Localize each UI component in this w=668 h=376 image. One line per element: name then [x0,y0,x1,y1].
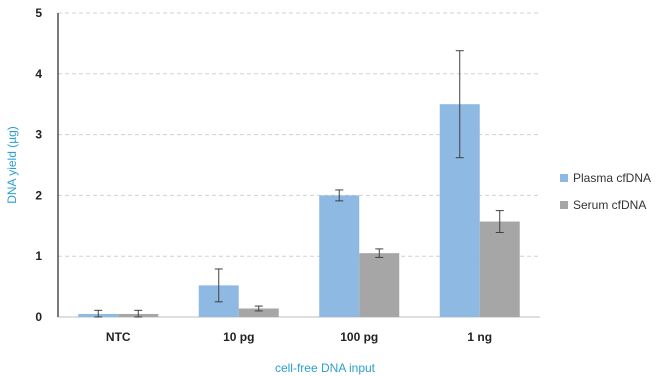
error-bar [94,309,103,318]
error-bar [254,305,263,312]
x-axis-ticks: NTC 10 pg 100 pg 1 ng [106,330,492,344]
error-bar [495,210,504,233]
error-bar [335,189,344,202]
y-axis-ticks: 0 1 2 3 4 5 [35,6,42,324]
y-tick-label: 0 [35,310,42,324]
legend-item: Serum cfDNA [560,198,646,212]
legend-label: Serum cfDNA [573,198,646,212]
y-tick-label: 5 [35,6,42,20]
bar-serum-cfdna-2 [359,253,400,317]
bar-serum-cfdna-1 [238,308,279,317]
error-bar [455,50,464,159]
error-bar [134,309,143,318]
x-tick-label: 1 ng [467,330,492,344]
error-bar [375,248,384,258]
x-tick-label: 10 pg [223,330,254,344]
bars [78,50,520,318]
legend-swatch [560,174,568,182]
bar-serum-cfdna-3 [479,221,520,317]
y-tick-label: 2 [35,188,42,202]
bar-plasma-cfdna-2 [319,195,360,317]
y-tick-label: 1 [35,249,42,263]
legend: Plasma cfDNA Serum cfDNA [560,171,651,212]
x-tick-label: NTC [106,330,131,344]
legend-swatch [560,201,568,209]
legend-label: Plasma cfDNA [573,171,651,185]
y-tick-label: 4 [35,67,42,81]
y-tick-label: 3 [35,128,42,142]
y-axis-title: DNA yield (µg) [5,126,19,204]
legend-item: Plasma cfDNA [560,171,651,185]
x-axis-title: cell-free DNA input [275,361,376,375]
error-bar [214,268,223,303]
x-tick-label: 100 pg [340,330,378,344]
